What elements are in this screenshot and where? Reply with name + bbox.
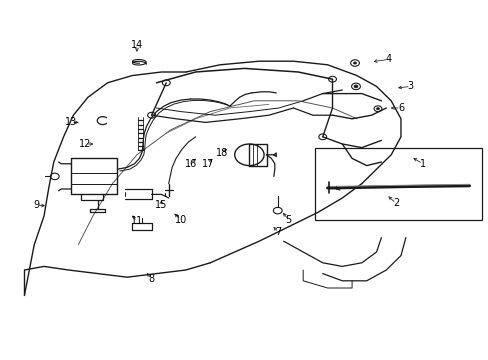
Text: 18: 18 <box>216 148 228 158</box>
Text: 11: 11 <box>130 216 143 226</box>
Text: 4: 4 <box>385 54 391 64</box>
Text: 7: 7 <box>275 227 281 237</box>
Circle shape <box>353 85 357 88</box>
Text: 6: 6 <box>397 103 403 113</box>
Text: 1: 1 <box>419 159 425 169</box>
Text: 8: 8 <box>148 274 154 284</box>
Text: 2: 2 <box>392 198 398 208</box>
Circle shape <box>376 108 379 110</box>
Bar <box>315 148 481 220</box>
Text: 16: 16 <box>184 159 197 169</box>
Circle shape <box>353 62 356 64</box>
Text: 10: 10 <box>174 215 187 225</box>
Text: 13: 13 <box>64 117 77 127</box>
Text: 5: 5 <box>285 215 291 225</box>
Text: 12: 12 <box>79 139 92 149</box>
Text: 14: 14 <box>130 40 143 50</box>
Text: 15: 15 <box>155 200 167 210</box>
Text: 17: 17 <box>201 159 214 169</box>
Text: 9: 9 <box>34 200 40 210</box>
Text: 3: 3 <box>407 81 413 91</box>
